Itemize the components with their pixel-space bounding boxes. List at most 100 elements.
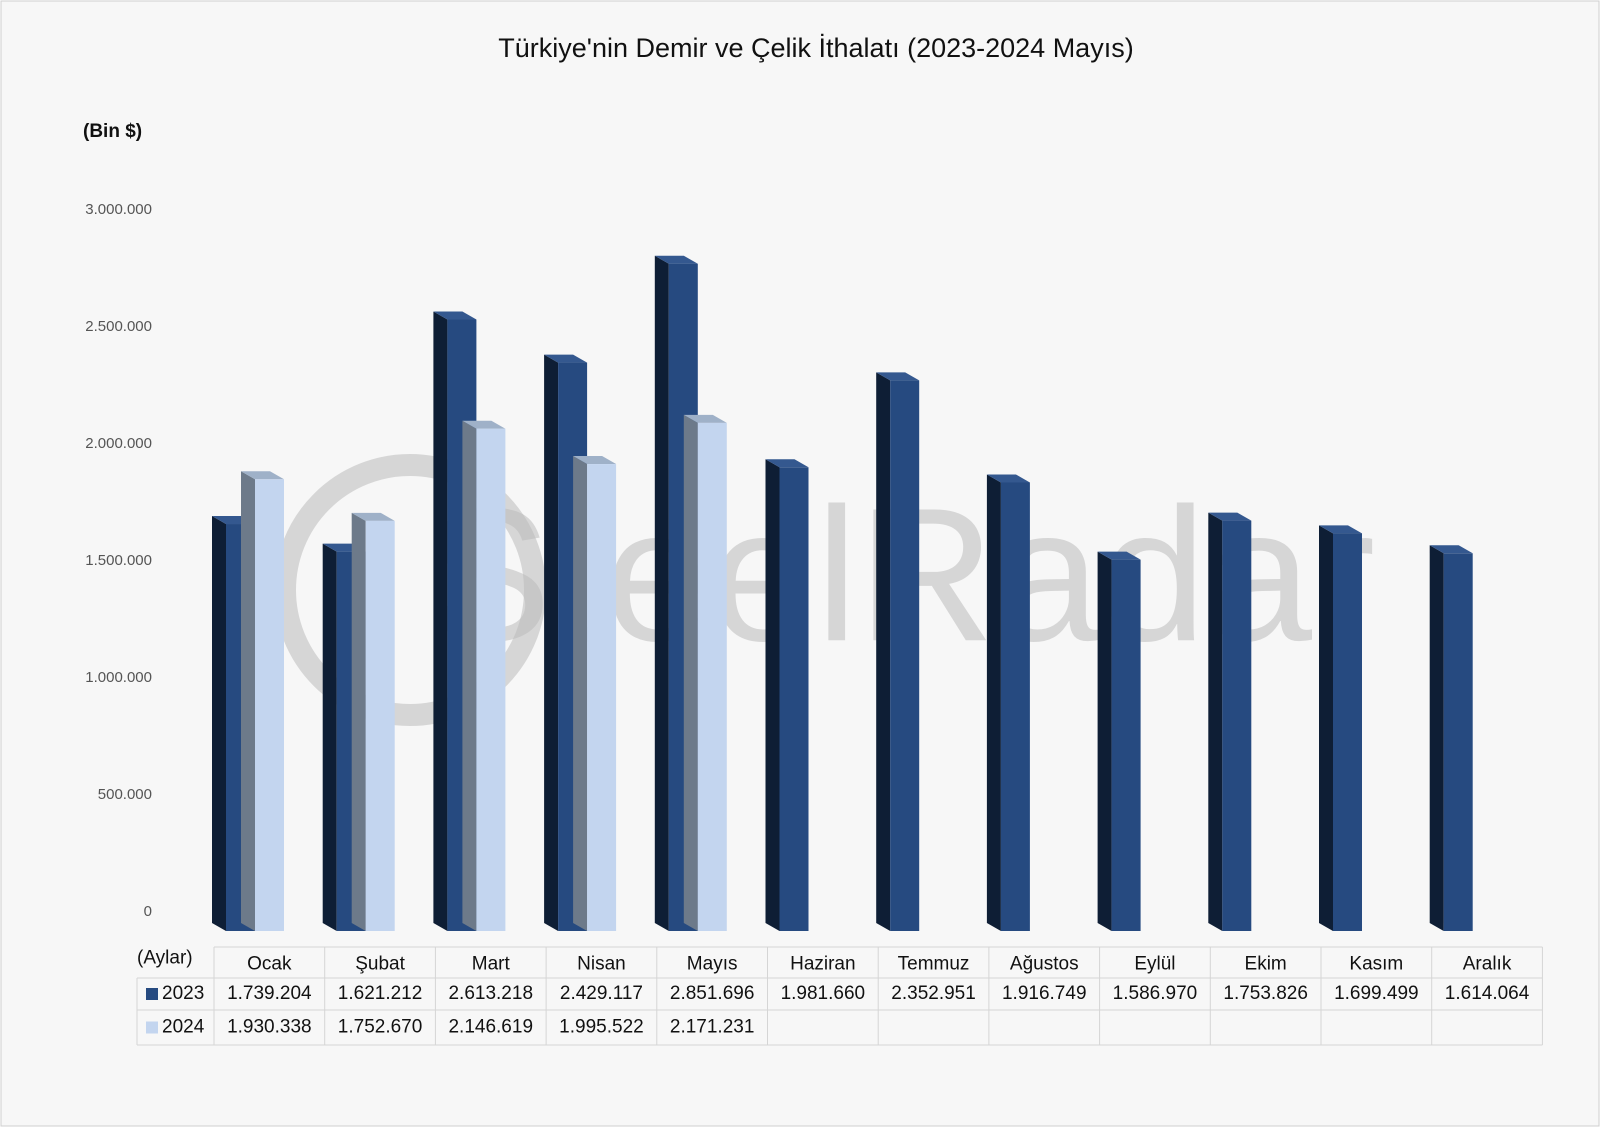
x-tick-label: Mayıs [687, 954, 738, 975]
bar [462, 420, 506, 931]
y-tick-label: 3.000.000 [85, 201, 152, 218]
table-value: 2.146.619 [448, 1017, 533, 1038]
bar-side [573, 456, 588, 931]
table-value: 1.752.670 [338, 1017, 423, 1038]
table-value: 1.981.660 [781, 983, 866, 1004]
bar-front [1333, 533, 1362, 931]
table-value: 2.171.231 [670, 1017, 755, 1038]
x-tick-label: Ağustos [1010, 954, 1079, 975]
bar-front [779, 467, 809, 931]
legend-swatch [146, 1021, 158, 1034]
bar-top [876, 372, 920, 381]
table-value: 2.851.696 [670, 983, 755, 1004]
bar-top [351, 512, 395, 521]
x-tick-label: Mart [472, 954, 511, 975]
bar [683, 414, 727, 931]
bar-top [765, 459, 809, 468]
bar-side [1208, 512, 1223, 931]
bar-front [1111, 559, 1141, 931]
bar-front [365, 520, 395, 931]
bar-side [212, 516, 226, 931]
table-value: 1.995.522 [559, 1017, 644, 1038]
bar-front [890, 380, 920, 932]
legend-swatch [146, 988, 158, 1000]
bar [1429, 545, 1473, 931]
table-value: 2.352.951 [891, 983, 976, 1004]
bar-front [1000, 482, 1030, 931]
bar-top [1208, 512, 1252, 521]
table-value: 1.621.212 [338, 983, 423, 1004]
bar-top [683, 414, 727, 423]
bar-side [1319, 525, 1333, 931]
table-value: 1.586.970 [1113, 983, 1198, 1004]
y-tick-label: 500.000 [98, 786, 152, 803]
bar [1319, 525, 1362, 931]
bar-top [986, 474, 1030, 483]
bar [876, 372, 920, 932]
bar-top [544, 354, 588, 363]
bar-front [587, 464, 617, 931]
bar [351, 512, 395, 931]
bar-side [986, 474, 1001, 931]
bar-side [241, 471, 255, 931]
bar [1208, 512, 1252, 931]
bar-front [476, 428, 506, 931]
table-value: 1.930.338 [227, 1017, 312, 1038]
bar [986, 474, 1030, 931]
bar-side [544, 354, 559, 931]
bar-front [1443, 553, 1473, 931]
y-tick-label: 0 [144, 903, 152, 920]
table-value: 1.916.749 [1002, 983, 1087, 1004]
bar-side [876, 372, 891, 932]
x-tick-label: Ocak [247, 954, 292, 975]
x-tick-label: Eylül [1134, 954, 1175, 975]
bar-front [697, 422, 727, 931]
table-value: 1.753.826 [1223, 983, 1308, 1004]
bar [573, 456, 617, 931]
legend-label: 2024 [162, 1017, 205, 1038]
x-tick-label: Aralık [1463, 954, 1512, 975]
bar-side [322, 543, 337, 931]
data-table [136, 946, 1543, 1046]
chart-title: Türkiye'nin Demir ve Çelik İthalatı (202… [498, 32, 1133, 63]
bar-side [654, 255, 669, 932]
x-tick-label: Ekim [1245, 954, 1287, 975]
bar-top [462, 420, 506, 429]
bar-side [1429, 545, 1444, 931]
x-tick-label: Şubat [355, 954, 405, 975]
bar-side [433, 311, 448, 932]
y-tick-label: 1.500.000 [85, 552, 152, 569]
table-header: (Aylar) [137, 948, 193, 969]
bar-side [1097, 551, 1112, 931]
legend-label: 2023 [162, 983, 204, 1004]
x-tick-label: Temmuz [898, 954, 970, 975]
bar-top [1429, 545, 1473, 554]
watermark-logo [274, 454, 546, 726]
y-tick-label: 2.500.000 [85, 318, 152, 335]
bar-side [462, 420, 477, 931]
y-tick-label: 2.000.000 [85, 435, 152, 452]
bar-front [255, 479, 284, 931]
y-tick-label: 1.000.000 [85, 669, 152, 686]
table-value: 1.614.064 [1445, 983, 1530, 1004]
bar [241, 471, 284, 931]
bar [1097, 551, 1141, 931]
bar-top [433, 311, 477, 320]
x-tick-label: Nisan [577, 954, 626, 975]
bar-side [765, 459, 780, 931]
bar-side [351, 512, 366, 931]
table-value: 1.699.499 [1334, 983, 1419, 1004]
bar-front [1222, 520, 1252, 931]
bar-top [1319, 525, 1362, 534]
table-value: 1.739.204 [227, 983, 312, 1004]
bar-top [573, 456, 617, 465]
bar-top [241, 471, 284, 480]
bar-top [1097, 551, 1141, 560]
bar-side [683, 414, 698, 931]
x-tick-label: Haziran [790, 954, 855, 975]
table-value: 2.429.117 [560, 983, 643, 1004]
bar-top [654, 255, 698, 264]
x-tick-label: Kasım [1349, 954, 1403, 975]
